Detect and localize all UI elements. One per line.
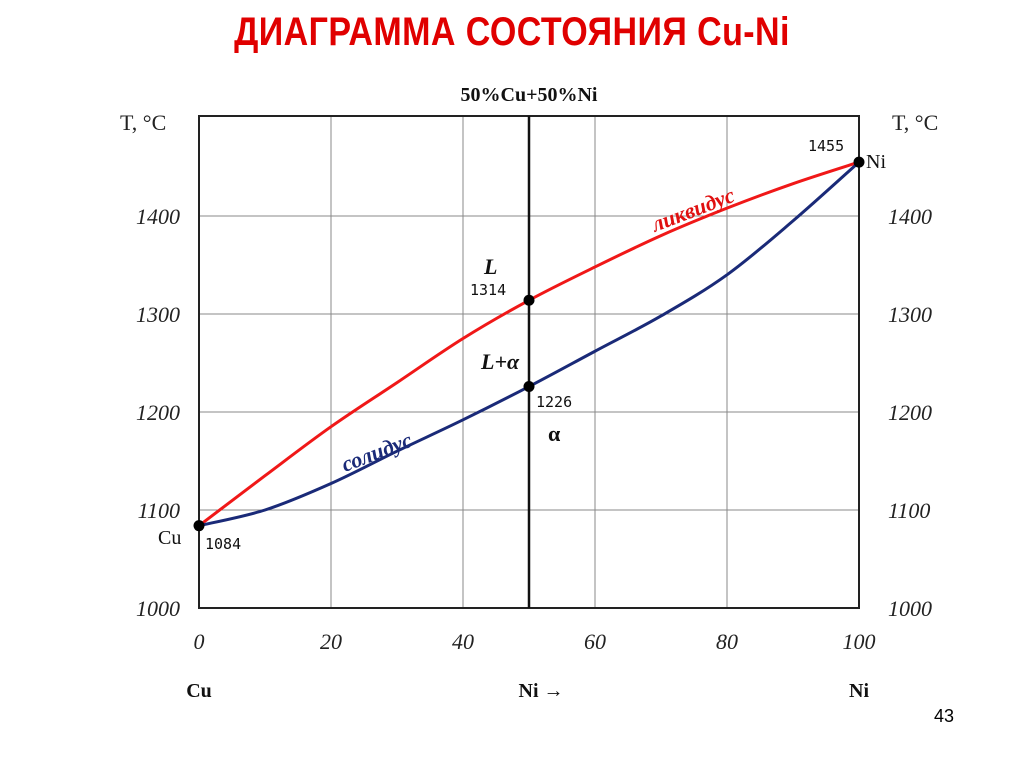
composition-label: 50%Cu+50%Ni [461,84,598,106]
x-tick-label: 80 [716,629,738,654]
bottom-label-center: Ni → [519,680,564,702]
y-tick-label-right: 1000 [888,596,932,621]
y-tick-label-left: 1100 [138,498,180,523]
liquidus-label: ликвидус [647,182,738,237]
ni-melting-point: 1455 [808,137,844,155]
page-number: 43 [933,706,954,726]
solidus-point-value: 1226 [536,393,572,411]
x-tick-label: 20 [320,629,342,654]
y-tick-label-left: 1400 [136,204,180,229]
data-point [193,520,205,532]
y-axis-label-left: T, °C [120,110,166,135]
cu-melting-point: 1084 [205,535,241,553]
data-point [523,294,535,306]
y-tick-label-left: 1000 [136,596,180,621]
region-label-alpha: α [548,421,561,446]
x-tick-label: 60 [584,629,606,654]
cu-point-label: Cu [158,527,181,549]
y-tick-label-right: 1300 [888,302,932,327]
bottom-label-right: Ni [849,680,869,702]
data-point [523,381,535,393]
y-tick-label-right: 1100 [888,498,930,523]
x-tick-label: 0 [194,629,205,654]
y-axis-label-right: T, °C [892,110,938,135]
region-label-liquid: L [483,254,497,279]
bottom-label-left: Cu [186,680,212,702]
ni-point-label: Ni [866,151,886,173]
y-tick-label-right: 1200 [888,400,932,425]
x-tick-label: 100 [843,629,876,654]
y-tick-label-left: 1300 [136,302,180,327]
slide-title: ДИАГРАММА СОСТОЯНИЯ Cu-Ni [234,10,790,54]
liquidus-point-value: 1314 [470,281,506,299]
y-tick-label-right: 1400 [888,204,932,229]
region-label-two-phase: L+α [480,349,520,374]
y-tick-label-left: 1200 [136,400,180,425]
solidus-label: солидус [338,427,416,477]
data-point [853,156,865,168]
x-tick-label: 40 [452,629,474,654]
